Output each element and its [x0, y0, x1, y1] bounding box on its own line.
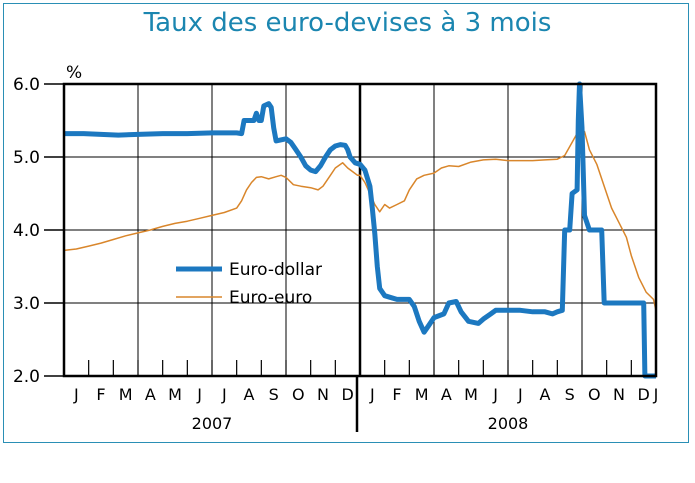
x-month-label: J — [221, 385, 227, 404]
x-year-label: 2007 — [192, 414, 233, 433]
x-month-label: F — [96, 385, 105, 404]
x-month-label: J — [73, 385, 79, 404]
y-tick-label: 4.0 — [13, 221, 40, 241]
chart-frame — [3, 3, 689, 443]
x-month-label: A — [540, 385, 551, 404]
chart-title: Taux des euro-devises à 3 mois — [143, 8, 552, 38]
x-month-label: N — [613, 385, 625, 404]
x-month-label: O — [588, 385, 601, 404]
y-tick-label: 3.0 — [13, 294, 40, 314]
x-month-label: D — [342, 385, 354, 404]
x-month-label: A — [145, 385, 156, 404]
axes: 2.03.04.05.06.0J F M A M J J A S O N D J F M A M J J A S O N D J… — [13, 75, 658, 433]
x-month-label: M — [464, 385, 478, 404]
legend-label-euro-dollar: Euro-dollar — [229, 260, 322, 280]
x-month-label: M — [168, 385, 182, 404]
x-month-label: O — [292, 385, 305, 404]
x-month-label: A — [244, 385, 255, 404]
x-month-label: J — [369, 385, 375, 404]
x-month-label: J — [653, 385, 659, 404]
y-tick-label: 6.0 — [13, 75, 40, 95]
x-year-label: 2008 — [488, 414, 529, 433]
x-month-label: A — [441, 385, 452, 404]
legend: Euro-dollar Euro-euro — [176, 260, 322, 308]
x-month-label: S — [269, 385, 279, 404]
x-month-label: M — [415, 385, 429, 404]
x-month-label: J — [492, 385, 498, 404]
x-month-label: D — [638, 385, 650, 404]
series-line-euro-dollar — [64, 81, 656, 379]
x-month-label: J — [196, 385, 202, 404]
series-layer — [63, 81, 657, 379]
plot-border — [62, 82, 658, 378]
legend-label-euro-euro: Euro-euro — [229, 288, 312, 308]
x-month-label: N — [317, 385, 329, 404]
x-month-label: F — [392, 385, 401, 404]
x-month-label: M — [119, 385, 133, 404]
y-unit-label: % — [66, 63, 82, 83]
y-tick-label: 2.0 — [13, 367, 40, 387]
y-tick-label: 5.0 — [13, 148, 40, 168]
x-month-label: J — [517, 385, 523, 404]
x-month-label: S — [565, 385, 575, 404]
